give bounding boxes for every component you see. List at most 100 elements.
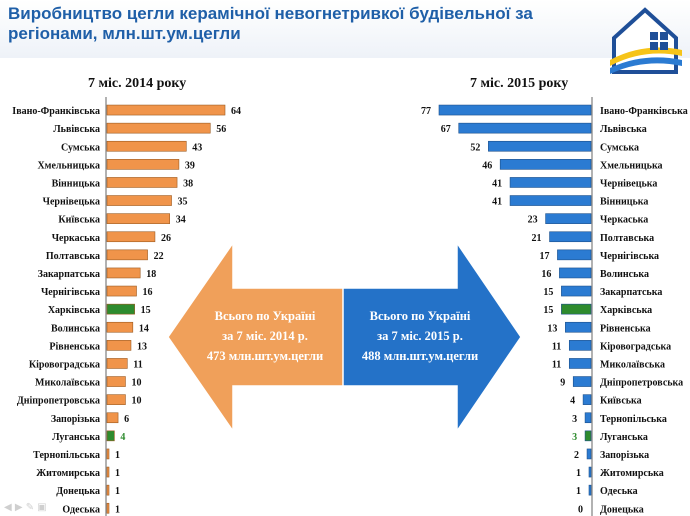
bar-2015 bbox=[438, 104, 592, 116]
data-label-2014: 11 bbox=[133, 359, 142, 370]
data-label-2015: 4 bbox=[570, 396, 575, 407]
slide-nav-icons[interactable]: ◀ ▶ ✎ ▣ bbox=[4, 502, 47, 513]
category-label-2015: Сумська bbox=[600, 142, 639, 153]
bar-2015 bbox=[499, 159, 592, 170]
data-label-2015: 1 bbox=[576, 486, 581, 497]
category-label-2014: Рівненська bbox=[49, 341, 100, 352]
bar-2014 bbox=[106, 430, 115, 442]
data-label-2014: 10 bbox=[131, 378, 141, 389]
bar-2014 bbox=[106, 140, 187, 152]
data-label-2015: 17 bbox=[539, 251, 549, 262]
summary-2015-text: Всього по Україні за 7 міс. 2015 р. 488 … bbox=[345, 306, 495, 366]
category-label-2014: Миколаївська bbox=[35, 378, 100, 389]
category-label-2014: Полтавська bbox=[46, 251, 100, 262]
category-label-2014: Кіровоградська bbox=[29, 359, 100, 370]
data-label-2015: 11 bbox=[552, 359, 561, 370]
category-label-2014: Івано-Франківська bbox=[12, 106, 100, 117]
data-label-2015: 11 bbox=[552, 341, 561, 352]
summary-2015-line1: Всього по Україні bbox=[369, 309, 471, 323]
data-label-2014: 1 bbox=[115, 486, 120, 497]
category-label-2015: Полтавська bbox=[600, 233, 654, 244]
chart-2014-title: 7 міс. 2014 року bbox=[88, 76, 187, 91]
bar-2015 bbox=[572, 376, 592, 387]
data-label-2014: 43 bbox=[192, 142, 202, 153]
category-label-2015: Кіровоградська bbox=[600, 341, 671, 352]
data-label-2015: 21 bbox=[532, 233, 542, 244]
category-label-2015: Миколаївська bbox=[600, 359, 665, 370]
bar-2015 bbox=[509, 177, 592, 188]
category-label-2014: Львівська bbox=[53, 124, 100, 135]
summary-2015-line3: 488 млн.шт.ум.цегли bbox=[361, 349, 479, 363]
data-label-2014: 6 bbox=[124, 414, 129, 425]
bar-2015 bbox=[559, 267, 592, 279]
bar-2015 bbox=[588, 484, 592, 496]
page-title: Виробництво цегли керамічної невогнетрив… bbox=[8, 4, 533, 43]
data-label-2014: 1 bbox=[115, 504, 120, 515]
category-label-2015: Київська bbox=[600, 396, 642, 407]
bar-2015 bbox=[561, 303, 592, 315]
bar-2015 bbox=[557, 249, 592, 261]
bar-2014 bbox=[106, 394, 126, 405]
bar-2014 bbox=[106, 502, 110, 514]
summary-2014-line1: Всього по Україні bbox=[214, 309, 316, 323]
data-label-2015: 15 bbox=[543, 287, 553, 298]
category-label-2014: Закарпатська bbox=[38, 269, 100, 280]
category-label-2014: Черкаська bbox=[52, 233, 100, 244]
data-label-2015: 1 bbox=[576, 468, 581, 479]
data-label-2014: 1 bbox=[115, 450, 120, 461]
data-label-2014: 15 bbox=[141, 305, 151, 316]
category-label-2014: Тернопільська bbox=[33, 450, 100, 461]
data-label-2015: 2 bbox=[574, 450, 579, 461]
bar-2014 bbox=[106, 285, 137, 297]
category-label-2015: Луганська bbox=[600, 432, 648, 443]
bar-2014 bbox=[106, 213, 170, 224]
summary-2014-text: Всього по Україні за 7 міс. 2014 р. 473 … bbox=[190, 306, 340, 366]
category-label-2015: Івано-Франківська bbox=[600, 106, 688, 117]
category-label-2014: Запорізька bbox=[51, 414, 100, 425]
bar-2015 bbox=[586, 448, 592, 460]
category-label-2014: Одеська bbox=[62, 504, 100, 515]
bar-2015 bbox=[582, 394, 592, 405]
data-label-2015: 16 bbox=[541, 269, 551, 280]
bar-2014 bbox=[106, 358, 128, 369]
category-label-2015: Черкаська bbox=[600, 215, 648, 226]
chart-2015-title: 7 міс. 2015 року bbox=[470, 76, 569, 91]
category-label-2015: Запорізька bbox=[600, 450, 649, 461]
data-label-2015: 13 bbox=[547, 323, 557, 334]
data-label-2014: 38 bbox=[183, 178, 193, 189]
bar-2014 bbox=[106, 104, 226, 116]
data-label-2015: 9 bbox=[560, 378, 565, 389]
category-label-2015: Хмельницька bbox=[600, 160, 663, 171]
data-label-2015: 0 bbox=[578, 504, 583, 515]
category-label-2015: Закарпатська bbox=[600, 287, 662, 298]
data-label-2014: 26 bbox=[161, 233, 171, 244]
category-label-2014: Чернівецька bbox=[43, 197, 100, 208]
data-label-2014: 18 bbox=[146, 269, 156, 280]
bar-2015 bbox=[509, 195, 592, 206]
bar-2014 bbox=[106, 321, 134, 333]
bar-2014 bbox=[106, 340, 132, 351]
category-label-2014: Чернігівська bbox=[41, 287, 100, 298]
summary-2014-line3: 473 млн.шт.ум.цегли bbox=[206, 349, 324, 363]
data-label-2015: 23 bbox=[528, 215, 538, 226]
bar-2014 bbox=[106, 448, 110, 460]
category-label-2014: Донецька bbox=[56, 486, 100, 497]
bar-2014 bbox=[106, 249, 148, 261]
bar-2014 bbox=[106, 466, 110, 478]
bar-2014 bbox=[106, 303, 135, 315]
header-band bbox=[0, 0, 690, 58]
data-label-2015: 67 bbox=[441, 124, 451, 135]
bar-2015 bbox=[545, 213, 592, 224]
category-label-2015: Тернопільська bbox=[600, 414, 667, 425]
data-label-2014: 39 bbox=[185, 160, 195, 171]
bar-2015 bbox=[565, 321, 592, 333]
summary-2015-line2: за 7 міс. 2015 р. bbox=[377, 329, 463, 343]
bar-2014 bbox=[106, 195, 172, 206]
bar-2015 bbox=[584, 412, 592, 424]
category-label-2015: Донецька bbox=[600, 504, 644, 515]
data-label-2014: 22 bbox=[154, 251, 164, 262]
data-label-2015: 77 bbox=[421, 106, 431, 117]
category-label-2014: Сумська bbox=[61, 142, 100, 153]
data-label-2015: 46 bbox=[482, 160, 492, 171]
